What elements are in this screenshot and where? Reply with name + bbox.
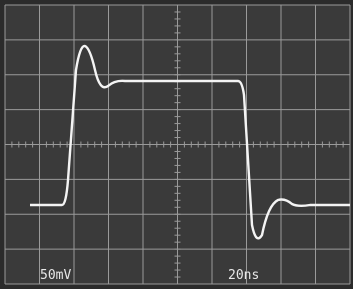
volts-per-div-label: 50mV	[40, 268, 71, 283]
oscilloscope-screen: 50mV 20ns	[0, 0, 353, 289]
time-per-div-label: 20ns	[228, 268, 259, 283]
